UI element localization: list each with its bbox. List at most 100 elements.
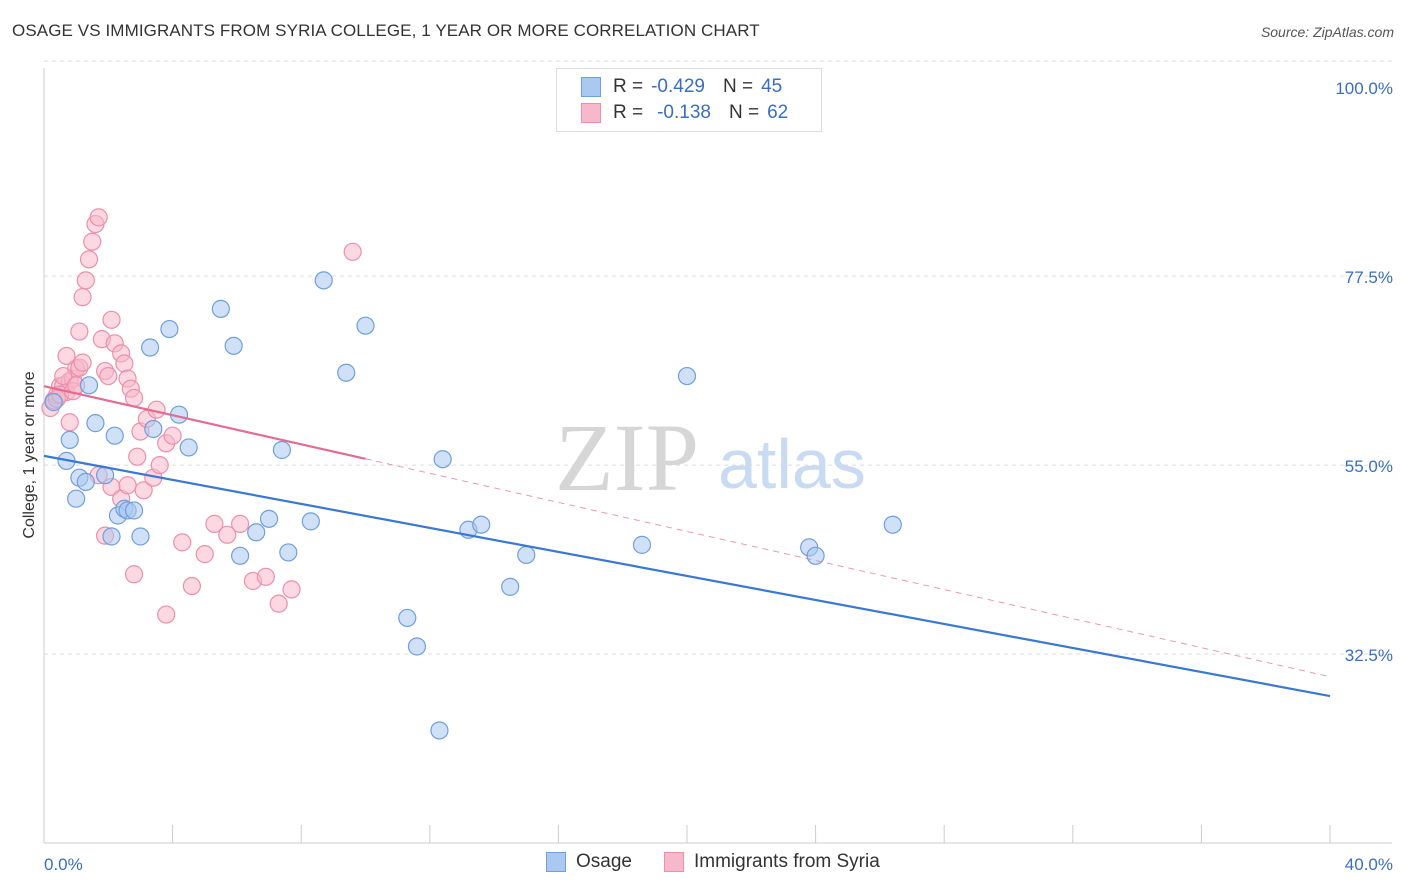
osage-point	[44, 393, 63, 412]
y-tick-label: 55.0%	[1345, 457, 1393, 476]
osage-point	[144, 419, 163, 439]
legend-r-label: R =	[613, 76, 644, 97]
syria-point	[269, 594, 288, 613]
syria-point	[89, 208, 108, 227]
syria-point	[118, 476, 137, 495]
syria-swatch	[581, 103, 601, 123]
legend-n-label: N =	[722, 76, 754, 97]
syria-point	[256, 567, 275, 586]
legend-r-value: -0.138	[657, 102, 711, 123]
osage-legend-label: Osage	[576, 851, 632, 872]
axis-layer	[43, 68, 1392, 844]
osage-point	[337, 363, 356, 382]
x-tick-label: 0.0%	[44, 855, 83, 874]
y-tick-label: 100.0%	[1335, 79, 1393, 98]
legend-item-syria[interactable]: Immigrants from Syria	[663, 851, 880, 873]
osage-point	[407, 637, 427, 656]
osage-point	[79, 376, 99, 395]
points-layer	[41, 208, 902, 740]
legend-n-label: N =	[728, 102, 760, 123]
syria-point	[218, 525, 237, 544]
chart-title: OSAGE VS IMMIGRANTS FROM SYRIA COLLEGE, …	[12, 21, 760, 40]
watermark-atlas: atlas	[718, 425, 866, 503]
series-legend: Osage Immigrants from Syria	[546, 851, 912, 873]
osage-legend-swatch	[546, 852, 566, 872]
osage-point	[124, 501, 144, 520]
osage-swatch	[581, 77, 601, 97]
legend-row-syria: R = -0.138 N = 62	[581, 101, 788, 125]
osage-point	[398, 608, 417, 628]
syria-point	[173, 533, 192, 552]
syria-point	[182, 576, 201, 596]
trend-layer	[43, 385, 1331, 698]
syria-point	[195, 545, 214, 564]
osage-point	[501, 577, 520, 596]
syria-point	[102, 310, 121, 329]
osage-point	[472, 515, 491, 534]
legend-n-value: 62	[767, 102, 789, 123]
watermark: ZIP atlas	[555, 404, 866, 511]
syria-point	[99, 366, 118, 386]
correlation-legend: R = -0.429 N = 45 R = -0.138 N = 62	[556, 68, 822, 132]
osage-point	[105, 426, 124, 445]
syria-point	[205, 514, 224, 533]
osage-point	[102, 527, 121, 546]
syria-trend-line	[43, 385, 366, 460]
source-label: Source: ZipAtlas.com	[1260, 24, 1394, 40]
syria-point	[79, 250, 99, 269]
watermark-zip: ZIP	[555, 404, 699, 511]
syria-point	[282, 580, 301, 599]
osage-point	[806, 546, 825, 565]
osage-point	[160, 319, 179, 339]
legend-row-osage: R = -0.429 N = 45	[581, 75, 782, 99]
syria-point	[76, 271, 95, 290]
legend-r-value: -0.429	[651, 76, 705, 97]
osage-point	[632, 535, 652, 554]
legend-item-osage[interactable]: Osage	[546, 851, 632, 873]
syria-point	[57, 346, 76, 366]
osage-point	[231, 546, 250, 565]
osage-point	[677, 366, 697, 386]
syria-point	[150, 455, 169, 475]
syria-point	[83, 232, 102, 251]
osage-point	[140, 338, 160, 357]
syria-point	[60, 413, 79, 432]
osage-point	[76, 472, 95, 491]
syria-point	[73, 288, 92, 307]
osage-point	[179, 438, 198, 457]
osage-point	[517, 545, 536, 565]
tick-labels: 32.5% 55.0% 77.5% 100.0% 0.0% 40.0%	[44, 79, 1393, 874]
syria-point	[157, 605, 176, 624]
osage-point	[60, 430, 79, 450]
osage-trend-line	[43, 454, 1331, 698]
legend-r-label: R =	[613, 102, 644, 123]
syria-legend-label: Immigrants from Syria	[693, 851, 880, 872]
syria-point	[73, 353, 92, 372]
osage-point	[247, 523, 266, 542]
x-tick-label: 40.0%	[1345, 855, 1393, 874]
osage-point	[131, 527, 150, 546]
legend-n-value: 45	[761, 76, 783, 97]
syria-point	[124, 388, 144, 408]
y-tick-label: 32.5%	[1345, 646, 1393, 665]
osage-point	[433, 450, 452, 469]
osage-point	[430, 721, 449, 740]
syria-point	[343, 242, 362, 261]
osage-point	[211, 299, 230, 318]
osage-point	[67, 489, 86, 508]
osage-point	[314, 271, 333, 290]
y-tick-label: 77.5%	[1345, 268, 1393, 287]
osage-point	[224, 336, 243, 355]
syria-point	[163, 426, 182, 445]
syria-point	[124, 565, 144, 584]
syria-point	[115, 354, 134, 373]
syria-point	[231, 514, 250, 533]
syria-legend-swatch	[663, 852, 684, 872]
osage-point	[259, 509, 279, 528]
grid-layer	[44, 60, 1392, 655]
osage-point	[86, 414, 105, 433]
syria-point	[54, 366, 73, 386]
osage-point	[272, 440, 292, 460]
syria-point	[128, 447, 147, 466]
